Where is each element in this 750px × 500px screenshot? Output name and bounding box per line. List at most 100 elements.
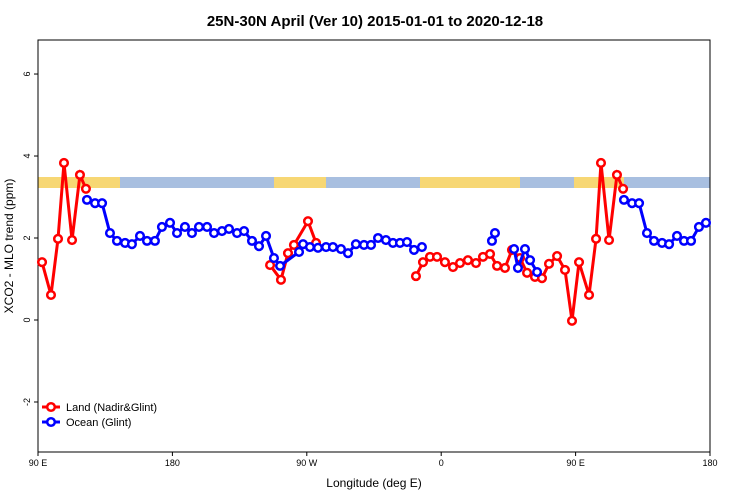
x-tick-label: 180 <box>165 458 180 468</box>
data-point <box>671 230 683 242</box>
x-tick-label: 0 <box>439 458 444 468</box>
data-point <box>595 157 607 169</box>
data-point <box>141 235 153 246</box>
x-tick-label: 90 E <box>566 458 585 468</box>
data-point <box>492 260 503 271</box>
data-point <box>462 255 473 266</box>
data-point <box>700 217 712 228</box>
data-point <box>401 237 413 248</box>
land-mask-band <box>38 177 710 188</box>
legend-marker <box>45 401 57 413</box>
data-point <box>260 230 272 242</box>
legend: Land (Nadir&Glint) Ocean (Glint) <box>42 401 157 429</box>
data-point <box>36 257 48 268</box>
data-point <box>454 257 466 269</box>
legend-label: Land (Nadir&Glint) <box>66 402 157 414</box>
data-point <box>634 198 645 209</box>
data-point <box>573 257 585 268</box>
data-point <box>566 315 578 326</box>
data-point <box>52 233 64 244</box>
data-point <box>439 257 450 268</box>
data-point <box>489 228 501 239</box>
legend-label: Ocean (Glint) <box>66 417 131 429</box>
data-point <box>519 244 531 255</box>
ocean-band <box>38 177 710 188</box>
data-point <box>618 194 630 205</box>
land-band <box>274 177 326 188</box>
data-point <box>327 241 338 253</box>
data-point <box>559 264 571 276</box>
land-band <box>420 177 520 188</box>
data-point <box>470 257 482 269</box>
y-tick-label: 2 <box>22 235 32 240</box>
data-point <box>104 228 116 239</box>
data-point <box>149 235 160 246</box>
y-tick-label: 0 <box>22 317 32 322</box>
data-point <box>583 289 595 301</box>
data-point <box>45 289 57 301</box>
data-point <box>282 248 294 259</box>
data-point <box>97 198 108 209</box>
data-point <box>186 228 198 239</box>
data-point <box>156 221 167 232</box>
data-point <box>372 232 384 244</box>
data-point <box>410 271 422 282</box>
x-tick-label: 90 E <box>29 458 48 468</box>
data-point <box>246 235 258 246</box>
data-point <box>543 258 555 269</box>
data-point <box>509 244 520 255</box>
data-point <box>304 241 315 253</box>
data-point <box>193 221 205 232</box>
data-point <box>81 194 93 205</box>
data-point <box>126 239 137 250</box>
data-point <box>408 244 420 255</box>
data-point <box>302 216 314 227</box>
data-point <box>499 262 511 273</box>
data-point <box>431 251 443 262</box>
data-point <box>417 257 429 268</box>
data-point <box>611 169 623 180</box>
data-point <box>641 228 653 239</box>
plot-frame <box>37 39 711 453</box>
data-point <box>293 246 305 257</box>
data-point <box>58 157 70 169</box>
data-point <box>253 241 265 252</box>
data-point <box>604 235 615 246</box>
data-point <box>312 242 324 253</box>
data-point <box>552 250 563 262</box>
data-point <box>350 239 361 250</box>
x-tick-label: 180 <box>702 458 717 468</box>
y-axis-label: XCO2 - MLO trend (ppm) <box>2 179 16 314</box>
data-point <box>239 225 250 237</box>
y-tick-label: 4 <box>22 154 32 159</box>
data-point <box>134 230 146 242</box>
data-point <box>522 267 533 278</box>
data-point <box>223 223 235 235</box>
data-point <box>618 183 629 194</box>
data-point <box>209 228 220 239</box>
y-tick-label: 6 <box>22 72 32 77</box>
data-point <box>335 244 347 255</box>
legend-marker <box>45 416 57 428</box>
data-point <box>416 241 427 253</box>
data-point <box>591 233 602 244</box>
data-point <box>484 248 496 260</box>
data-point <box>164 217 176 228</box>
data-point <box>74 169 86 180</box>
data-point <box>268 253 279 264</box>
data-point <box>525 255 536 266</box>
data-point <box>66 235 78 246</box>
data-point <box>342 248 354 259</box>
data-point <box>111 235 123 246</box>
x-tick-label: 90 W <box>296 458 318 468</box>
data-point <box>171 228 183 239</box>
data-point <box>532 266 543 278</box>
data-point <box>512 262 524 273</box>
data-point <box>693 221 704 232</box>
data-point <box>288 239 300 251</box>
data-point <box>179 221 190 232</box>
data-point <box>365 239 377 251</box>
y-tick-label: -2 <box>22 398 32 406</box>
data-point <box>275 260 286 271</box>
